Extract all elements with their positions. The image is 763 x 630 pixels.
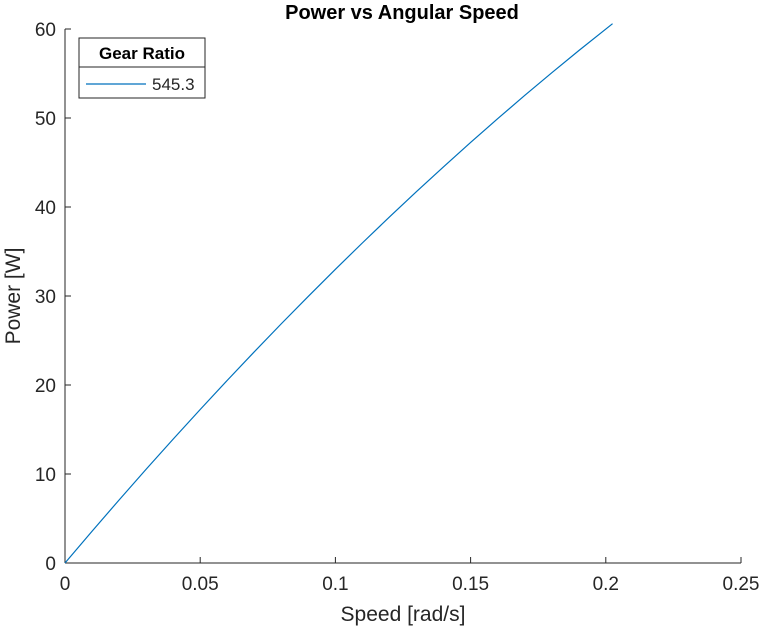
y-axis-label: Power [W] (2, 248, 25, 345)
x-tick-label: 0.1 (322, 574, 348, 595)
series-group (64, 23, 613, 564)
y-tick-labels: 0 10 20 30 40 50 60 (35, 20, 56, 575)
x-tick-label: 0.15 (452, 574, 489, 595)
legend: Gear Ratio 545.3 (78, 37, 206, 99)
plot-area (65, 29, 741, 563)
legend-box (78, 37, 206, 99)
y-tick-label: 20 (35, 376, 56, 397)
legend-entry-label: 545.3 (152, 75, 195, 94)
x-tick-label: 0 (60, 574, 71, 595)
x-tick-label: 0.25 (723, 574, 760, 595)
series-line-545.3 (64, 23, 613, 564)
y-tick-label: 30 (35, 287, 56, 308)
y-tick-label: 40 (35, 198, 56, 219)
chart-title: Power vs Angular Speed (285, 2, 519, 24)
x-tick-labels: 0 0.05 0.1 0.15 0.2 0.25 (60, 574, 760, 595)
axes (64, 28, 742, 564)
y-tick-label: 0 (45, 554, 56, 575)
y-tick-label: 10 (35, 465, 56, 486)
legend-title: Gear Ratio (99, 44, 185, 63)
x-axis-label: Speed [rad/s] (341, 603, 466, 626)
x-tick-label: 0.2 (593, 574, 619, 595)
y-tick-label: 60 (35, 20, 56, 41)
x-tick-label: 0.05 (182, 574, 219, 595)
y-tick-label: 50 (35, 109, 56, 130)
